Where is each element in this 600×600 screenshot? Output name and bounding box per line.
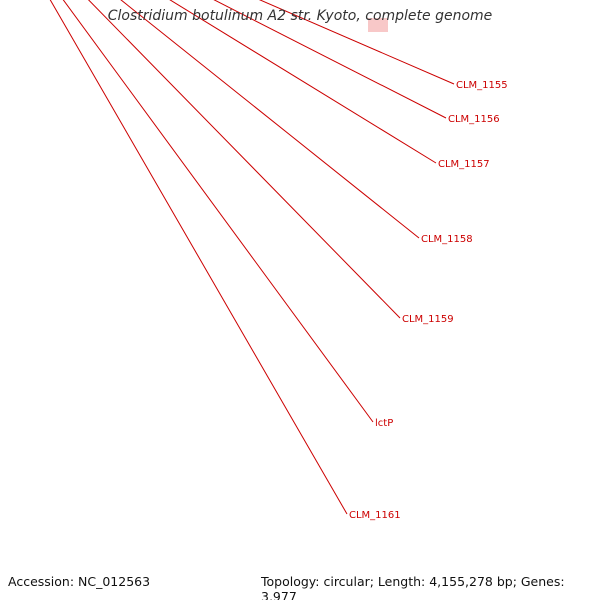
map-title: Clostridium botulinum A2 str. Kyoto, com… bbox=[107, 8, 493, 24]
gene-arrow-faded bbox=[368, 18, 388, 32]
gene-label: CLM_1155 bbox=[456, 80, 508, 91]
gene-label-leader bbox=[169, 0, 437, 164]
gene-label-leader bbox=[258, 0, 455, 85]
gene-label-leader bbox=[87, 0, 401, 319]
topology-text: Topology: circular; Length: 4,155,278 bp… bbox=[261, 574, 565, 600]
gene-label: CLM_1156 bbox=[448, 114, 500, 125]
gene-label: CLM_1158 bbox=[421, 234, 473, 245]
gene-label-leader bbox=[62, 0, 374, 423]
accession-text: Accession: NC_012563 bbox=[8, 574, 151, 589]
gene-label: CLM_1159 bbox=[402, 314, 454, 325]
gene-label: CLM_1157 bbox=[438, 159, 490, 170]
gene-label-leader bbox=[213, 0, 447, 119]
gene-label: lctP bbox=[375, 418, 393, 429]
gene-label-layer: CLM_1155 CLM_1156 CLM_1157 CLM_1158 CLM_1159… bbox=[49, 0, 508, 521]
gene-label-leader bbox=[49, 0, 348, 515]
gene-label: CLM_1161 bbox=[349, 510, 401, 521]
gene-label-leader bbox=[120, 0, 420, 239]
feature-layer bbox=[368, 18, 388, 32]
